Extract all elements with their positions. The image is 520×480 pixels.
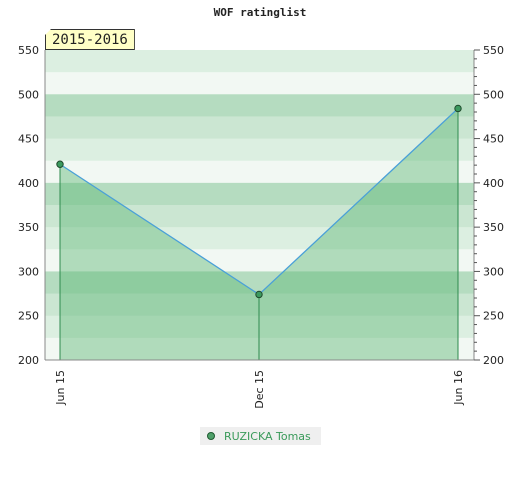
period-badge: 2015-2016 bbox=[45, 29, 135, 50]
chart-title: WOF ratinglist bbox=[214, 6, 307, 19]
y-tick-label-right: 200 bbox=[483, 354, 504, 367]
y-tick-label-right: 550 bbox=[483, 44, 504, 57]
grid-band bbox=[45, 182, 474, 206]
y-tick-label: 550 bbox=[18, 44, 39, 57]
legend-label: RUZICKA Tomas bbox=[224, 429, 311, 443]
y-tick-label: 200 bbox=[18, 354, 39, 367]
grid-band bbox=[45, 116, 474, 140]
y-tick-label: 450 bbox=[18, 133, 39, 146]
grid-band bbox=[45, 271, 474, 295]
series-area bbox=[60, 108, 458, 360]
grid-band bbox=[45, 205, 474, 228]
x-tick-label: Jun 15 bbox=[54, 370, 67, 406]
y-tick-label: 300 bbox=[18, 265, 39, 278]
y-tick-label-right: 450 bbox=[483, 133, 504, 146]
y-tick-label: 500 bbox=[18, 88, 39, 101]
grid-band bbox=[45, 138, 474, 162]
grid-band bbox=[45, 72, 474, 95]
grid-band bbox=[45, 227, 474, 250]
y-tick-label: 350 bbox=[18, 221, 39, 234]
y-tick-label-right: 400 bbox=[483, 177, 504, 190]
y-tick-label: 250 bbox=[18, 310, 39, 323]
grid-band bbox=[45, 50, 474, 73]
y-tick-label: 400 bbox=[18, 177, 39, 190]
legend: RUZICKA Tomas bbox=[200, 427, 321, 445]
x-axis: Jun 15 Dec 15 Jun 16 bbox=[54, 370, 465, 409]
y-tick-label-right: 500 bbox=[483, 88, 504, 101]
data-point[interactable] bbox=[454, 104, 462, 113]
data-point[interactable] bbox=[56, 160, 64, 168]
y-tick-label-right: 250 bbox=[483, 310, 504, 323]
y-tick-label-right: 300 bbox=[483, 265, 504, 278]
y-axis-left: 200 250 300 350 400 450 500 550 bbox=[18, 44, 39, 367]
x-tick-label: Dec 15 bbox=[253, 370, 266, 409]
drop-lines bbox=[59, 108, 459, 360]
axes bbox=[44, 50, 475, 361]
x-tick-label: Jun 16 bbox=[452, 370, 465, 406]
y-tick-label-right: 350 bbox=[483, 221, 504, 234]
y-axis-right: 200 250 300 350 400 450 500 550 bbox=[474, 44, 504, 367]
legend-marker-icon bbox=[207, 432, 215, 440]
data-points bbox=[56, 104, 462, 299]
data-point[interactable] bbox=[255, 290, 263, 299]
area-layer bbox=[60, 108, 458, 360]
grid-band bbox=[45, 249, 474, 272]
grid-band bbox=[45, 94, 474, 117]
grid-band bbox=[45, 160, 474, 184]
